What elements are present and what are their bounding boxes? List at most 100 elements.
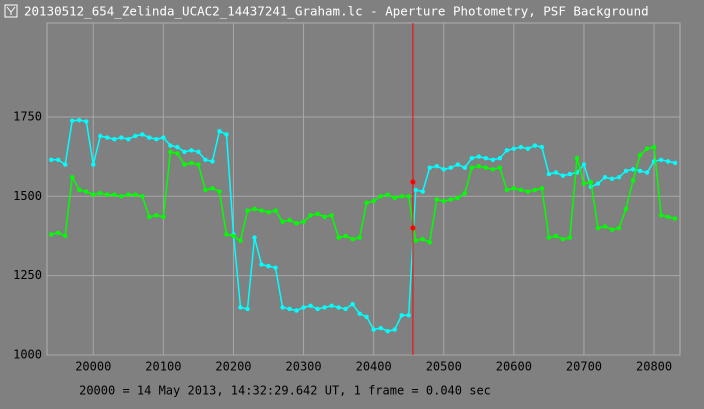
data-point: [581, 181, 587, 186]
data-point: [616, 225, 622, 231]
data-point: [252, 235, 257, 240]
data-point: [399, 313, 404, 318]
data-point: [217, 129, 222, 134]
data-point: [329, 303, 334, 309]
data-point: [630, 167, 636, 172]
data-point: [84, 119, 89, 124]
data-point: [161, 214, 166, 220]
data-point: [91, 192, 96, 197]
x-tick-label: 20700: [566, 360, 602, 374]
data-point: [637, 168, 643, 174]
data-point: [245, 306, 250, 312]
data-point: [560, 236, 566, 242]
data-point: [189, 160, 194, 166]
data-point: [602, 175, 608, 180]
data-point: [294, 308, 299, 313]
data-point: [301, 219, 306, 224]
data-point: [182, 149, 187, 155]
data-point: [154, 213, 159, 218]
data-point: [504, 187, 510, 193]
data-point: [637, 152, 643, 158]
data-point: [413, 238, 418, 243]
data-point: [525, 146, 531, 151]
data-point: [518, 144, 524, 150]
data-point: [455, 162, 460, 167]
data-point: [595, 225, 601, 231]
data-point: [434, 163, 439, 169]
data-point: [273, 208, 278, 213]
icon-glyph: [6, 6, 16, 15]
data-point: [203, 187, 208, 193]
data-point: [175, 144, 180, 150]
data-point: [49, 232, 54, 237]
data-point: [651, 144, 657, 150]
data-point: [532, 143, 538, 148]
data-point: [343, 233, 348, 239]
data-point: [147, 214, 152, 220]
data-point: [364, 200, 369, 205]
data-point: [483, 156, 489, 161]
data-point: [434, 197, 439, 202]
data-point: [224, 232, 229, 237]
data-point: [217, 189, 222, 194]
data-point: [462, 190, 467, 196]
data-point: [371, 198, 376, 204]
data-point: [308, 213, 313, 218]
data-point: [490, 167, 496, 172]
cursor-point: [410, 179, 416, 185]
data-point: [147, 135, 152, 140]
data-point: [294, 221, 299, 226]
data-point: [287, 306, 292, 312]
x-tick-label: 20400: [356, 360, 392, 374]
data-point: [224, 132, 229, 137]
data-point: [623, 168, 629, 174]
data-point: [175, 151, 180, 156]
window-title: 20130512_654_Zelinda_UCAC2_14437241_Grah…: [24, 4, 649, 19]
data-point: [238, 305, 243, 310]
data-point: [448, 197, 453, 202]
data-point: [259, 208, 264, 213]
data-point: [98, 133, 103, 139]
data-point: [231, 233, 236, 239]
x-tick-label: 20000: [75, 360, 111, 374]
data-point: [497, 165, 503, 170]
data-point: [420, 236, 425, 242]
data-point: [98, 190, 103, 196]
data-point: [371, 327, 376, 332]
x-tick-label: 20100: [145, 360, 181, 374]
data-point: [315, 211, 320, 216]
data-point: [441, 167, 446, 172]
data-point: [112, 192, 117, 197]
data-point: [350, 302, 355, 307]
data-point: [84, 189, 89, 194]
data-point: [427, 240, 432, 245]
data-point: [525, 189, 531, 194]
y-tick-label: 1750: [13, 109, 42, 123]
data-point: [392, 195, 397, 201]
data-point: [322, 305, 327, 310]
data-point: [119, 194, 124, 199]
data-point: [196, 149, 201, 155]
data-point: [413, 187, 418, 193]
data-point: [343, 306, 348, 312]
data-point: [672, 160, 678, 166]
data-point: [357, 311, 362, 316]
data-point: [581, 162, 587, 167]
data-point: [567, 235, 573, 240]
window-icon[interactable]: [4, 4, 18, 18]
data-point: [490, 157, 496, 162]
y-tick-label: 1250: [13, 268, 42, 282]
data-point: [630, 178, 636, 183]
data-point: [266, 209, 271, 215]
data-point: [63, 233, 68, 239]
data-point: [385, 192, 390, 197]
data-point: [133, 192, 138, 197]
cursor-point: [410, 225, 416, 231]
data-point: [665, 159, 671, 164]
data-point: [399, 194, 404, 199]
x-tick-label: 20800: [636, 360, 672, 374]
data-point: [476, 163, 482, 169]
data-point: [77, 117, 82, 123]
data-point: [70, 175, 75, 180]
